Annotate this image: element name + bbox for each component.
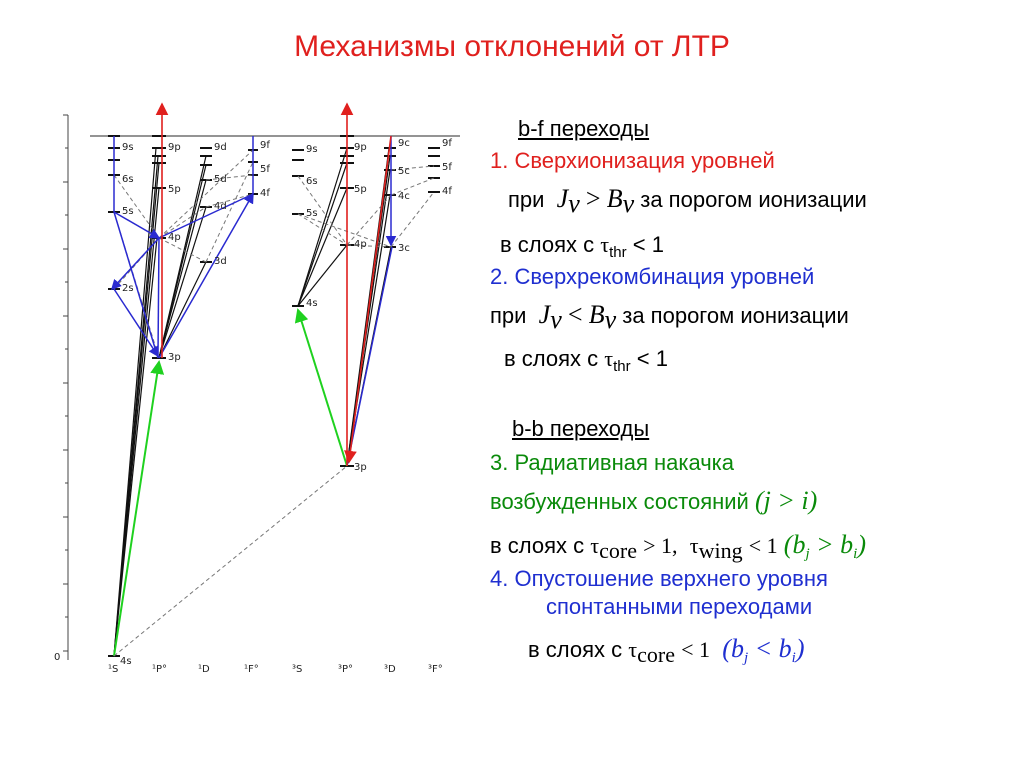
svg-text:3d: 3d: [214, 256, 227, 267]
bb-header: b-b переходы: [512, 416, 650, 441]
level-labels-right: 9s 6s 5s 4s 9p 5p 4p 3p 9c 5c 4c 3c 9f 5…: [306, 138, 452, 473]
svg-text:4s: 4s: [120, 656, 132, 667]
svg-text:4d: 4d: [214, 201, 227, 212]
svg-text:4p: 4p: [168, 232, 181, 243]
svg-text:³P°: ³P°: [338, 664, 353, 675]
item2-title: 2. Сверхрекомбинация уровней: [490, 264, 815, 289]
svg-text:9p: 9p: [168, 142, 181, 153]
svg-text:¹D: ¹D: [198, 664, 210, 675]
svg-text:3p: 3p: [354, 462, 367, 473]
svg-text:6s: 6s: [122, 174, 134, 185]
svg-text:4f: 4f: [442, 186, 452, 197]
blue-transitions-right: [346, 136, 397, 467]
svg-text:9c: 9c: [398, 138, 410, 149]
level-labels-left: 9s 6s 5s 2s 9p 5p 4p 3p 9d 5d 4d 3d 9f 5…: [120, 140, 270, 667]
blue-transitions-left: [110, 136, 254, 359]
svg-text:6s: 6s: [306, 176, 318, 187]
red-recombination-right: [344, 135, 392, 464]
svg-text:5f: 5f: [442, 162, 452, 173]
svg-text:5s: 5s: [306, 208, 318, 219]
svg-text:9f: 9f: [442, 138, 452, 149]
svg-text:³F°: ³F°: [428, 664, 443, 675]
item1-layers: в слоях с τthr < 1: [500, 232, 664, 261]
svg-text:9s: 9s: [306, 144, 318, 155]
svg-text:5c: 5c: [398, 166, 410, 177]
term-diagram: 0: [54, 102, 460, 675]
transitions-right: [297, 147, 392, 467]
svg-text:³S: ³S: [292, 664, 302, 675]
svg-text:4p: 4p: [354, 239, 367, 250]
axis-zero-label: 0: [54, 652, 60, 663]
item4-line2: спонтанными переходами: [546, 594, 813, 619]
item1-title: 1. Сверхионизация уровней: [490, 148, 775, 173]
term-symbols: ¹S ¹P° ¹D ¹F° ³S ³P° ³D ³F°: [108, 664, 443, 675]
svg-text:5p: 5p: [354, 184, 367, 195]
svg-text:¹P°: ¹P°: [152, 664, 167, 675]
item4-line1: 4. Опустошение верхнего уровня: [490, 566, 828, 591]
page-title: Механизмы отклонений от ЛТР: [294, 30, 730, 63]
svg-text:¹F°: ¹F°: [244, 664, 259, 675]
item3-layers: в слоях с τcore > 1, τwing < 1 (bj > bi): [490, 530, 867, 563]
energy-axis: [63, 114, 69, 660]
svg-text:4s: 4s: [306, 298, 318, 309]
svg-text:9f: 9f: [260, 140, 270, 151]
item2-layers: в слоях с τthr < 1: [504, 346, 668, 375]
svg-text:5p: 5p: [168, 184, 181, 195]
svg-text:5f: 5f: [260, 164, 270, 175]
svg-text:4c: 4c: [398, 191, 410, 202]
svg-text:9p: 9p: [354, 142, 367, 153]
green-transition-left: [113, 360, 165, 657]
svg-text:5s: 5s: [122, 206, 134, 217]
item3-line2: возбужденных состояний (j > i): [490, 486, 818, 515]
svg-text:3p: 3p: [168, 352, 181, 363]
item2-condition: при Jν < Bν за порогом ионизации: [490, 300, 849, 334]
green-transition-right: [294, 308, 348, 467]
svg-text:5d: 5d: [214, 174, 227, 185]
svg-text:4f: 4f: [260, 188, 270, 199]
svg-text:9d: 9d: [214, 142, 227, 153]
weak-transitions-right: [113, 165, 435, 657]
bf-header: b-f переходы: [518, 116, 650, 141]
svg-text:2s: 2s: [122, 283, 134, 294]
item4-layers: в слоях с τcore < 1 (bj < bi): [528, 634, 805, 667]
transitions-left: [113, 147, 207, 657]
svg-text:9s: 9s: [122, 142, 134, 153]
svg-text:¹S: ¹S: [108, 664, 118, 675]
svg-text:³D: ³D: [384, 664, 396, 675]
svg-text:3c: 3c: [398, 243, 410, 254]
item1-condition: при Jν > Bν за порогом ионизации: [508, 184, 867, 218]
item3-line1: 3. Радиативная накачка: [490, 450, 735, 475]
